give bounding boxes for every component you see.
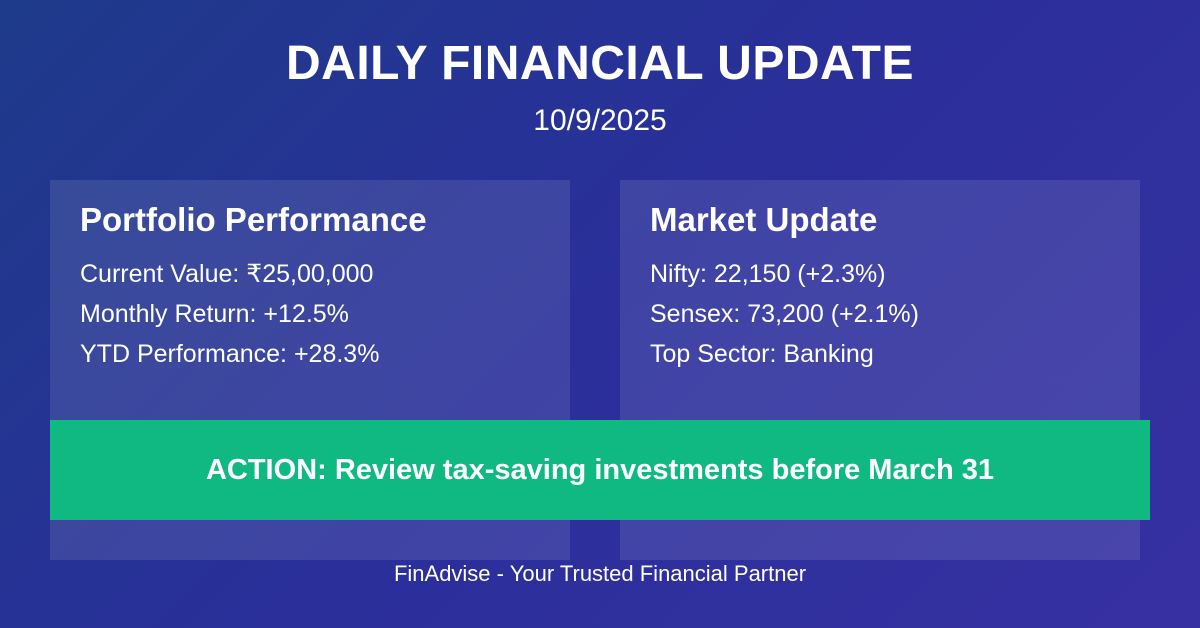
- portfolio-ytd-performance: YTD Performance: +28.3%: [80, 340, 380, 368]
- market-card-title: Market Update: [650, 201, 878, 238]
- action-banner-text: ACTION: Review tax-saving investments be…: [205, 453, 995, 486]
- portfolio-current-value: Current Value: ₹25,00,000: [80, 260, 374, 288]
- footer-tagline: FinAdvise - Your Trusted Financial Partn…: [393, 561, 807, 586]
- update-date: 10/9/2025: [533, 104, 667, 137]
- portfolio-monthly-return: Monthly Return: +12.5%: [80, 300, 349, 328]
- action-banner: ACTION: Review tax-saving investments be…: [50, 420, 1150, 520]
- market-nifty: Nifty: 22,150 (+2.3%): [650, 260, 886, 288]
- page-title: DAILY FINANCIAL UPDATE: [286, 37, 914, 90]
- portfolio-card-title: Portfolio Performance: [80, 201, 427, 238]
- market-top-sector: Top Sector: Banking: [650, 340, 874, 368]
- market-sensex: Sensex: 73,200 (+2.1%): [650, 300, 919, 328]
